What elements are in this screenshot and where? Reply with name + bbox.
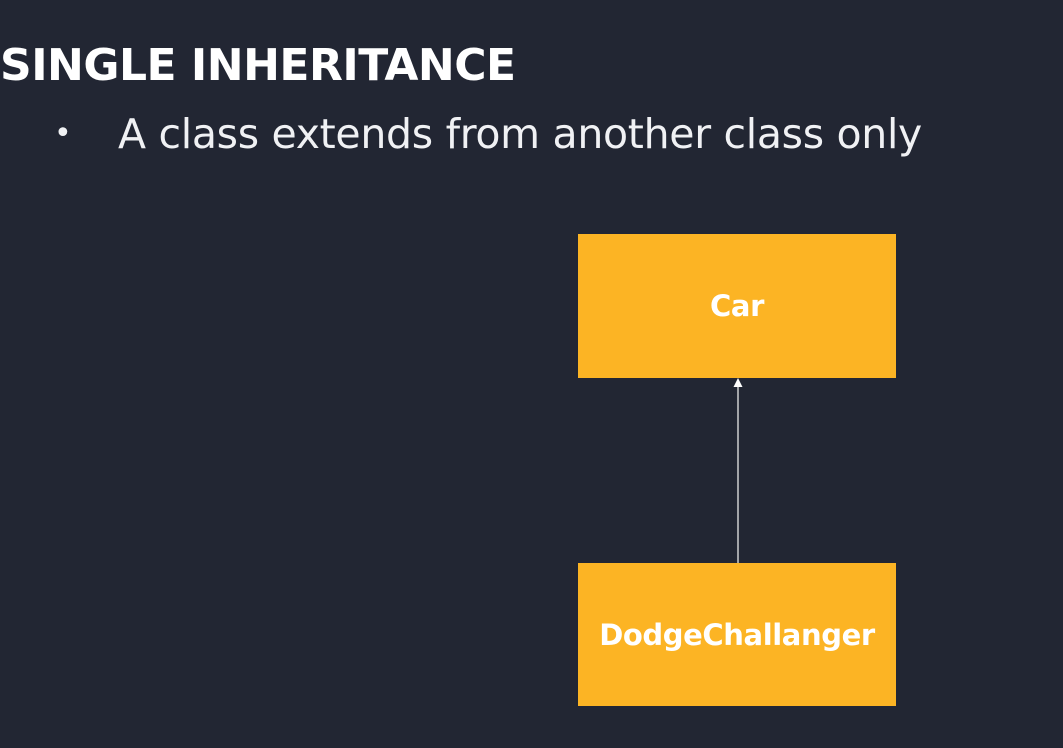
slide-title: SINGLE INHERITANCE [0, 40, 516, 91]
bullet-item: • A class extends from another class onl… [54, 106, 922, 162]
child-class-label: DodgeChallanger [599, 617, 875, 652]
bullet-marker: • [54, 116, 72, 151]
child-class-box: DodgeChallanger [578, 563, 896, 706]
arrowhead-icon [733, 378, 743, 387]
parent-class-box: Car [578, 234, 896, 378]
bullet-text: A class extends from another class only [118, 110, 923, 158]
parent-class-label: Car [710, 289, 764, 323]
